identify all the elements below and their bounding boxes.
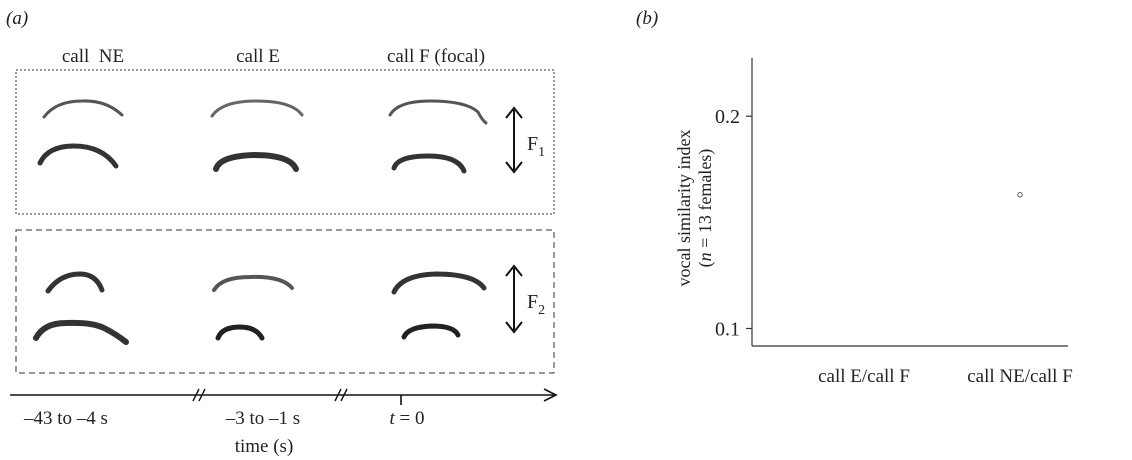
box-plot-series (1017, 192, 1023, 198)
spectrogram-f2-e-top (212, 274, 294, 292)
spectrogram-f1-ne-bottom (37, 143, 119, 169)
time-axis (10, 388, 558, 405)
spectrogram-f1-f-bottom (391, 153, 467, 174)
column-label-call-f: call F (focal) (387, 46, 485, 67)
spectrogram-f1-ne-top (42, 99, 124, 119)
spectrogram-traces (33, 99, 488, 345)
x-tick-label: call NE/call F (967, 366, 1073, 387)
outlier-point (1017, 192, 1023, 198)
group-box-f1 (15, 69, 555, 215)
x-tick-label: call E/call F (818, 366, 910, 387)
spectrogram-f2-ne-bottom (33, 319, 129, 345)
column-label-call-e: call E (236, 46, 280, 67)
t-zero-label: t = 0 (390, 408, 425, 429)
spectrogram-f2-e-bottom (215, 324, 265, 341)
time-range-e: –3 to –1 s (225, 408, 300, 429)
f1-range-arrow (505, 106, 523, 174)
f1-label: F1 (527, 133, 545, 160)
spectrogram-f2-ne-top (45, 271, 105, 294)
y-tick-label: 0.2 (715, 106, 740, 128)
group-box-f2 (15, 229, 555, 374)
column-label-call-ne: call NE (62, 46, 124, 67)
y-axis-title-line2: (n = 13 females) (695, 149, 716, 268)
y-tick-label: 0.1 (715, 319, 740, 341)
time-axis-label: time (s) (235, 436, 294, 457)
x-axis-tick-labels: call E/call F call NE/call F (818, 366, 1073, 387)
y-axis-ticks: 0.10.20.30.40.50.6 (715, 106, 752, 341)
spectrogram-f1-e-bottom (213, 151, 299, 172)
spectrogram-f2-f-bottom (401, 323, 461, 340)
f2-range-arrow (505, 264, 523, 334)
spectrogram-f1-e-top (210, 99, 304, 118)
spectrogram-f1-f-top (388, 99, 488, 125)
spectrogram-f2-f-top (391, 271, 487, 295)
y-axis-title-line1: vocal similarity index (674, 130, 694, 287)
y-axis-title: vocal similarity index (n = 13 females) (674, 130, 716, 287)
panel-b-label: (b) (636, 8, 658, 29)
panel-a-label: (a) (6, 8, 28, 29)
f2-label: F2 (527, 291, 545, 318)
box-call-ne-call-f (1017, 192, 1023, 198)
time-range-ne: –43 to –4 s (23, 408, 108, 429)
